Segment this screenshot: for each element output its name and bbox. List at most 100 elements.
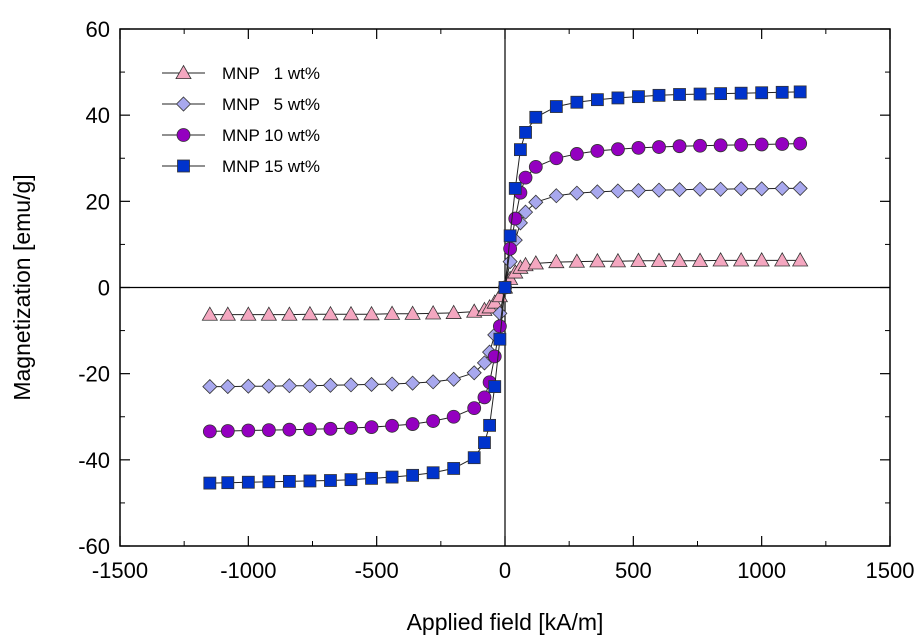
data-point xyxy=(202,424,217,439)
data-point xyxy=(343,377,359,393)
legend: MNP 1 wt% MNP 5 wt% MNP 10 wt% MNP 15 wt% xyxy=(162,64,320,176)
data-point xyxy=(477,390,492,405)
data-point xyxy=(712,252,729,267)
data-point xyxy=(673,88,686,101)
data-point xyxy=(527,255,544,270)
data-point xyxy=(651,182,667,198)
data-point xyxy=(385,470,399,484)
data-point xyxy=(672,139,687,154)
data-point xyxy=(365,471,378,485)
data-point xyxy=(529,110,543,124)
data-point xyxy=(548,253,565,269)
data-point xyxy=(589,184,605,200)
series-4 xyxy=(203,85,807,490)
data-point xyxy=(282,474,296,488)
data-point xyxy=(713,138,728,153)
data-point xyxy=(714,87,727,101)
data-point xyxy=(322,377,339,393)
data-point xyxy=(241,475,255,489)
data-point xyxy=(774,252,791,267)
data-point xyxy=(609,252,627,268)
data-point xyxy=(478,436,491,450)
data-point xyxy=(753,252,770,267)
data-point xyxy=(303,474,317,488)
data-point xyxy=(630,252,647,267)
data-point xyxy=(201,306,219,321)
data-point xyxy=(445,304,462,319)
data-point xyxy=(792,180,808,196)
data-point xyxy=(383,305,401,320)
data-point xyxy=(652,88,666,102)
data-point xyxy=(405,417,420,431)
data-point xyxy=(734,137,749,152)
data-point xyxy=(514,143,527,157)
y-tick-label: 60 xyxy=(86,17,110,42)
data-point xyxy=(467,401,482,416)
data-point xyxy=(754,137,769,152)
data-point xyxy=(323,421,338,436)
data-point xyxy=(569,147,584,161)
data-point xyxy=(503,229,517,243)
y-tick-label: 0 xyxy=(98,276,110,301)
data-point xyxy=(793,136,808,151)
legend-item: MNP 1 wt% xyxy=(162,64,320,83)
data-point xyxy=(202,379,218,395)
data-point xyxy=(281,378,297,394)
data-point xyxy=(426,466,440,480)
x-axis-title: Applied field [kA/m] xyxy=(407,609,604,635)
data-point xyxy=(671,252,688,267)
y-tick-label: 20 xyxy=(86,189,110,214)
data-point xyxy=(466,365,482,381)
data-point xyxy=(691,252,709,267)
series-3 xyxy=(202,136,808,439)
data-point xyxy=(791,252,809,267)
y-tick-label: -40 xyxy=(78,448,110,473)
x-tick-label: 0 xyxy=(499,558,511,583)
data-point xyxy=(528,159,543,174)
data-point xyxy=(240,306,257,321)
data-point xyxy=(281,306,298,321)
data-point xyxy=(732,252,750,267)
data-point xyxy=(492,319,507,334)
data-point xyxy=(447,462,461,475)
legend-marker xyxy=(177,159,190,173)
legend-marker xyxy=(175,96,192,112)
data-point xyxy=(406,468,420,482)
data-point xyxy=(203,476,217,490)
data-point xyxy=(631,141,646,155)
data-point xyxy=(503,241,518,256)
data-point xyxy=(476,355,493,371)
data-point xyxy=(324,474,337,487)
data-point xyxy=(755,86,769,100)
data-point xyxy=(446,371,462,387)
data-point xyxy=(261,378,277,394)
x-tick-label: -500 xyxy=(355,558,399,583)
data-point xyxy=(519,126,532,139)
data-point xyxy=(426,414,441,428)
data-point xyxy=(569,185,585,201)
ticks-layer: -1500 -1000 -500 0 500 1000 1500 -60 -40 -20 0 20 40… xyxy=(78,17,914,583)
y-tick-label: 40 xyxy=(86,103,110,128)
legend-label: MNP 1 wt% xyxy=(222,64,320,83)
legend-label: MNP 15 wt% xyxy=(222,157,320,176)
y-tick-label: -20 xyxy=(78,362,110,387)
data-point xyxy=(342,305,360,321)
x-tick-label: -1500 xyxy=(92,558,148,583)
data-point xyxy=(774,180,790,196)
data-point xyxy=(240,378,256,394)
data-point xyxy=(301,305,319,321)
data-point xyxy=(467,451,481,465)
data-point xyxy=(733,181,749,197)
data-point xyxy=(322,305,339,321)
legend-item: MNP 5 wt% xyxy=(162,95,320,114)
data-point xyxy=(302,378,318,394)
legend-label: MNP 5 wt% xyxy=(222,95,320,114)
x-tick-label: 500 xyxy=(615,558,652,583)
data-point xyxy=(610,183,626,199)
data-point xyxy=(734,86,748,100)
data-point xyxy=(487,349,502,364)
data-point xyxy=(630,182,647,199)
legend-marker xyxy=(176,128,191,142)
data-point xyxy=(652,140,666,154)
